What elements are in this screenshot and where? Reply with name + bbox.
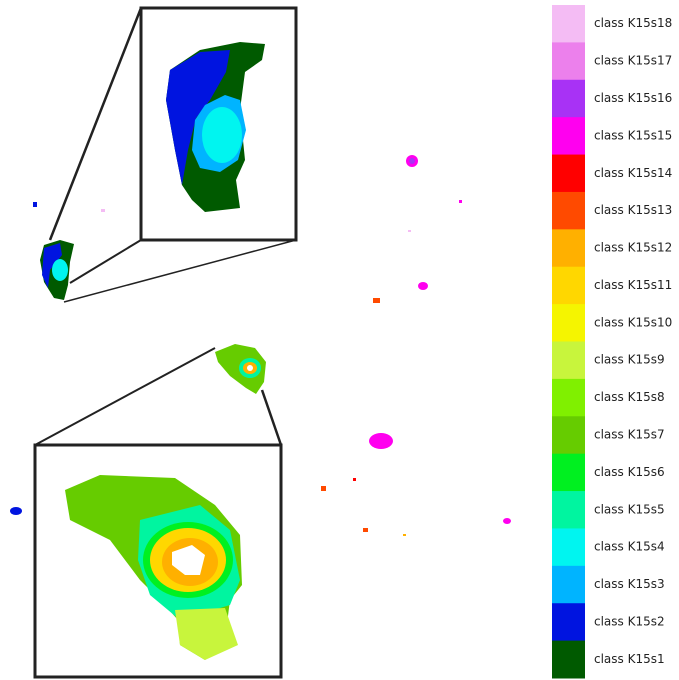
speck [459,200,462,203]
legend-label: class K15s18 [594,16,672,30]
legend-swatch [552,154,585,193]
speck [369,433,393,449]
speck [101,209,105,212]
legend-swatch [552,266,585,305]
legend-swatch [552,416,585,455]
zoom-line [34,347,216,446]
speck [503,518,511,524]
legend-label: class K15s8 [594,390,665,404]
map [10,6,511,679]
speck [418,282,428,290]
legend-swatch [552,117,585,156]
blob [202,107,242,163]
blob [247,365,253,371]
speck [409,158,415,164]
legend-swatch [552,42,585,81]
legend-label: class K15s4 [594,540,665,554]
speck [353,478,356,481]
blob [166,50,230,185]
legend-label: class K15s16 [594,91,672,105]
legend-swatch [552,453,585,492]
legend-swatch [552,491,585,529]
legend-swatch [552,341,585,380]
legend-swatch [552,565,585,604]
legend-label: class K15s9 [594,353,665,367]
legend-swatch [552,5,585,43]
speck [403,534,406,536]
legend-swatch [552,378,585,417]
legend-swatch [552,640,585,679]
speck [363,528,368,532]
zoom-line [48,7,143,241]
zoom-line [63,239,297,303]
legend-swatch [552,528,585,567]
legend: class K15s18 class K15s17 class K15s16 clas… [552,5,672,679]
legend-label: class K15s13 [594,203,672,217]
speck [33,202,37,207]
legend-label: class K15s5 [594,502,665,516]
legend-label: class K15s11 [594,278,672,292]
legend-label: class K15s2 [594,614,665,628]
legend-label: class K15s15 [594,128,672,142]
legend-swatch [552,304,585,342]
blob [175,608,238,660]
legend-label: class K15s1 [594,652,665,666]
legend-swatch [552,603,585,642]
legend-label: class K15s3 [594,577,665,591]
legend-swatch [552,79,585,118]
legend-swatch [552,191,585,230]
blob [172,545,205,575]
zoom-line [260,389,283,446]
zoom-line [69,239,142,284]
legend-label: class K15s14 [594,166,672,180]
speck [321,486,326,491]
speck [10,507,22,515]
blob [42,243,62,288]
legend-label: class K15s10 [594,315,672,329]
legend-label: class K15s7 [594,427,665,441]
blob [52,259,68,281]
speck [408,230,411,232]
speck [373,298,380,303]
legend-label: class K15s17 [594,54,672,68]
legend-label: class K15s12 [594,241,672,255]
legend-swatch [552,229,585,268]
legend-label: class K15s6 [594,465,665,479]
